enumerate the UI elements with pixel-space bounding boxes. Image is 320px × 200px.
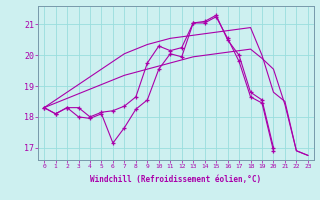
X-axis label: Windchill (Refroidissement éolien,°C): Windchill (Refroidissement éolien,°C) bbox=[91, 175, 261, 184]
